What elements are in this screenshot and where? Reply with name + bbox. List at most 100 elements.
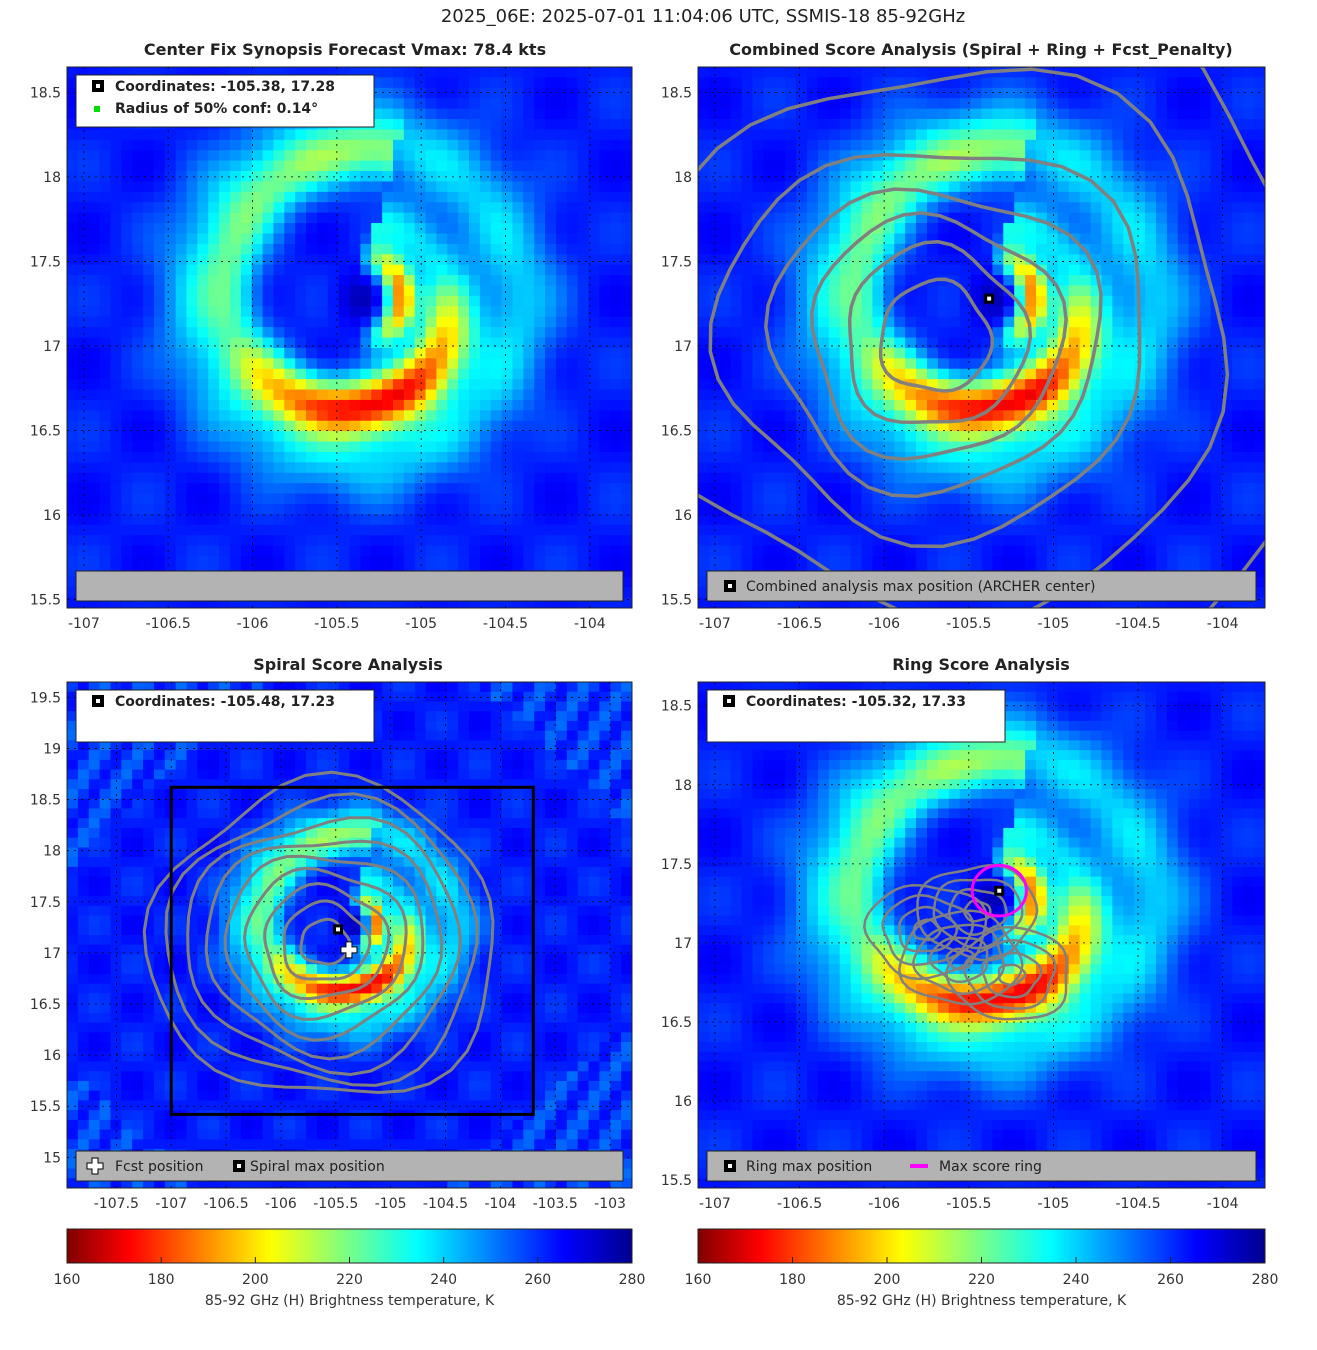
spiral-contour — [164, 792, 479, 1087]
colorbar-label: 85-92 GHz (H) Brightness temperature, K — [837, 1293, 1127, 1309]
ticks: -107 -106.5 -106 -105.5 -105 -104.5 -104 15.5 16… — [661, 85, 1239, 632]
panel-title: Spiral Score Analysis — [253, 655, 443, 674]
colorbar-tick-label: 260 — [524, 1272, 551, 1288]
ticks: -107 -106.5 -106 -105.5 -105 -104.5 -104 15.5 16… — [30, 85, 606, 632]
y-tick-label: 15.5 — [661, 593, 692, 609]
spiral-contours — [142, 770, 495, 1095]
y-tick-label: 17.5 — [30, 254, 61, 270]
panel-title: Ring Score Analysis — [892, 655, 1070, 674]
y-tick-label: 18.5 — [30, 793, 61, 809]
x-tick-label: -106 — [868, 1196, 900, 1212]
panel-center_fix: Center Fix Synopsis Forecast Vmax: 78.4 … — [30, 40, 633, 632]
y-tick-label: 18 — [43, 170, 61, 186]
x-tick-label: -107 — [68, 616, 100, 632]
ring-contour — [912, 923, 1005, 995]
tb-image — [67, 67, 632, 608]
x-tick-label: -106 — [265, 1196, 297, 1212]
colorbar-tick-label: 180 — [779, 1272, 806, 1288]
colorbar-label: 85-92 GHz (H) Brightness temperature, K — [205, 1293, 495, 1309]
ticks: -107 -106.5 -106 -105.5 -105 -104.5 -104 15.5 16… — [661, 699, 1239, 1212]
forecast-marker — [340, 941, 358, 959]
x-tick-label: -104.5 — [483, 616, 528, 632]
y-tick-label: 17 — [43, 339, 61, 355]
x-tick-label: -106 — [237, 616, 269, 632]
x-tick-label: -105 — [1038, 1196, 1070, 1212]
x-tick-label: -105.5 — [946, 616, 991, 632]
panel-combined: Combined Score Analysis (Spiral + Ring +… — [661, 40, 1266, 632]
info-box: Coordinates: -105.32, 17.33 — [706, 689, 1006, 743]
y-tick-label: 17 — [674, 339, 692, 355]
tb-image — [698, 682, 1265, 1188]
colorbar-tick-label: 160 — [54, 1272, 81, 1288]
x-tick-label: -106 — [868, 616, 900, 632]
spiral-contour — [242, 866, 408, 1021]
y-tick-label: 18.5 — [30, 85, 61, 101]
ring-contours — [863, 864, 1068, 1021]
x-tick-label: -104 — [1207, 616, 1239, 632]
info-box: Coordinates: -105.38, 17.28 Radius of 50%… — [75, 74, 375, 128]
legend-entry: Combined analysis max position (ARCHER c… — [746, 579, 1095, 595]
colorbar-tick-label: 200 — [874, 1272, 901, 1288]
score-contour — [847, 240, 1033, 425]
colorbar: 160 180 200 220 240 260 280 85-92 GHz (H) Brigh… — [54, 1228, 646, 1309]
ticks: -107.5 -107 -106.5 -106 -105.5 -105 -104.5 -104… — [30, 690, 626, 1212]
y-tick-label: 19 — [43, 741, 61, 757]
x-tick-label: -106.5 — [146, 616, 191, 632]
spiral-contour — [142, 770, 495, 1095]
colorbar-tick-label: 260 — [1157, 1272, 1184, 1288]
score-contour — [878, 277, 994, 393]
colorbar-tick-label: 220 — [968, 1272, 995, 1288]
x-tick-label: -103.5 — [533, 1196, 578, 1212]
ring-contour — [898, 905, 959, 953]
x-tick-label: -104.5 — [1115, 616, 1160, 632]
panels-group: Center Fix Synopsis Forecast Vmax: 78.4 … — [30, 40, 1266, 1212]
legend — [75, 570, 624, 602]
ring-contour — [932, 878, 1024, 950]
y-tick-label: 16 — [43, 1048, 61, 1064]
legend: Ring max position Max score ring — [706, 1150, 1257, 1182]
colorbar-tick-label: 240 — [1063, 1272, 1090, 1288]
y-tick-label: 16.5 — [30, 423, 61, 439]
x-tick-label: -105 — [1038, 616, 1070, 632]
ring-contour — [981, 951, 1043, 999]
legend: Combined analysis max position (ARCHER c… — [706, 570, 1257, 602]
x-tick-label: -104.5 — [1115, 1196, 1160, 1212]
x-tick-label: -107.5 — [94, 1196, 139, 1212]
spiral-contour — [263, 881, 391, 1001]
y-tick-label: 15.5 — [30, 1099, 61, 1115]
tb-image — [698, 67, 1265, 608]
panel-ring: Ring Score Analysis-107 -106.5 -106 -105.5-… — [661, 655, 1266, 1212]
y-tick-label: 18 — [674, 170, 692, 186]
x-tick-label: -104 — [574, 616, 606, 632]
legend-entry: Spiral max position — [250, 1159, 385, 1175]
panel-title: Center Fix Synopsis Forecast Vmax: 78.4 … — [144, 40, 546, 59]
x-tick-label: -105.5 — [314, 616, 359, 632]
x-tick-label: -105.5 — [313, 1196, 358, 1212]
y-tick-label: 15.5 — [661, 1173, 692, 1189]
legend-entry: Ring max position — [746, 1159, 872, 1175]
x-tick-label: -106.5 — [777, 616, 822, 632]
spiral-contour — [282, 899, 372, 981]
x-tick-label: -104.5 — [423, 1196, 468, 1212]
x-tick-label: -105 — [405, 616, 437, 632]
colorbar-tick-label: 200 — [242, 1272, 269, 1288]
legend-entry: Fcst position — [115, 1159, 203, 1175]
colorbar: 160 180 200 220 240 260 280 85-92 GHz (H) Brigh… — [685, 1228, 1278, 1309]
legend-entry: Max score ring — [939, 1159, 1042, 1175]
info-box: Coordinates: -105.48, 17.23 — [75, 689, 375, 743]
x-tick-label: -106.5 — [204, 1196, 249, 1212]
y-tick-label: 16 — [674, 1094, 692, 1110]
colorbar-tick-label: 280 — [619, 1272, 646, 1288]
colorbar-tick-label: 240 — [430, 1272, 457, 1288]
y-tick-label: 18 — [674, 778, 692, 794]
y-tick-label: 18.5 — [661, 699, 692, 715]
spiral-contour — [299, 917, 352, 966]
ring-contour — [997, 963, 1027, 987]
y-tick-label: 15 — [43, 1150, 61, 1166]
y-tick-label: 18 — [43, 844, 61, 860]
x-tick-label: -107 — [699, 616, 731, 632]
ring-contour — [928, 936, 989, 984]
figure-title: 2025_06E: 2025-07-01 11:04:06 UTC, SSMIS… — [441, 6, 965, 27]
axes-frame — [66, 681, 633, 1189]
